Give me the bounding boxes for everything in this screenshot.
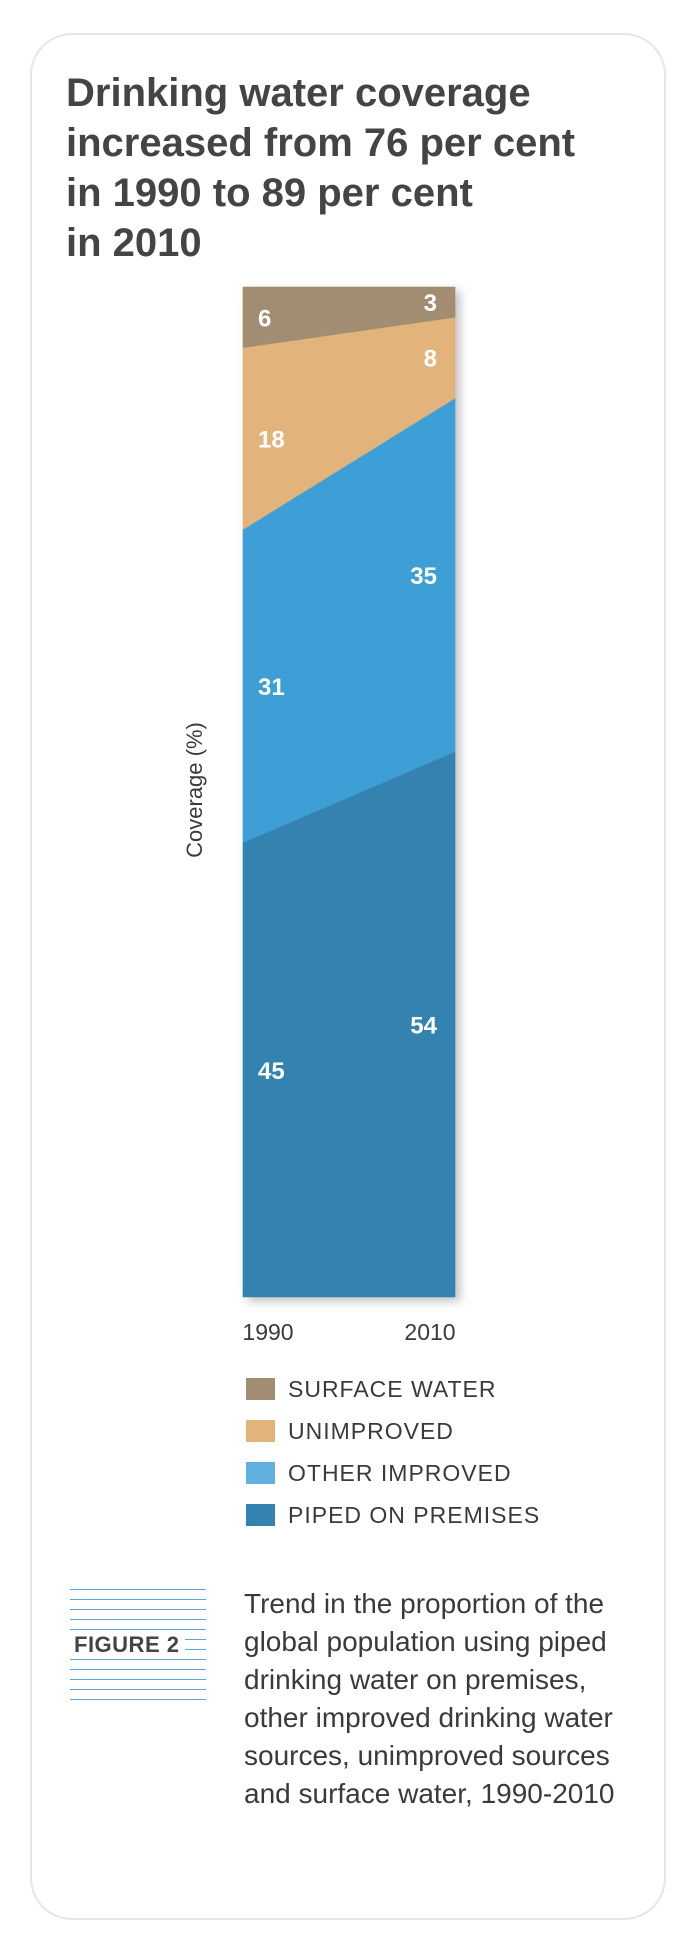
data-label-surface-water-1990: 6	[258, 305, 271, 332]
area-surface-water	[242, 286, 456, 348]
figure-label-rule	[70, 1689, 206, 1690]
legend-item-piped-on-premises: PIPED ON PREMISES	[246, 1494, 540, 1536]
data-label-piped-on-premises-2010: 54	[410, 1012, 437, 1039]
figure-label-rule	[70, 1599, 206, 1600]
x-tick-2010: 2010	[404, 1319, 455, 1345]
figure-label-rule	[70, 1659, 206, 1660]
legend-label-piped-on-premises: PIPED ON PREMISES	[288, 1501, 541, 1528]
figure-label-rule	[70, 1629, 206, 1630]
legend-swatch-other-improved	[246, 1462, 275, 1484]
legend-label-other-improved: OTHER IMPROVED	[288, 1459, 512, 1486]
legend-swatch-surface-water	[246, 1378, 275, 1400]
figure-label-rule	[70, 1699, 206, 1700]
legend: SURFACE WATER UNIMPROVED OTHER IMPROVED PIP…	[246, 1368, 540, 1536]
figure-caption: Trend in the proportion of the global po…	[244, 1588, 615, 1809]
legend-swatch-piped-on-premises	[246, 1504, 275, 1526]
data-label-piped-on-premises-1990: 45	[258, 1058, 285, 1085]
figure-label-rule	[70, 1619, 206, 1620]
data-label-unimproved-2010: 8	[424, 346, 437, 373]
data-label-unimproved-1990: 18	[258, 427, 285, 454]
figure-label: FIGURE 2	[68, 1632, 186, 1658]
figure-label-rule	[70, 1669, 206, 1670]
figure-label-rule	[70, 1589, 206, 1590]
data-label-other-improved-2010: 35	[410, 563, 437, 590]
x-tick-1990: 1990	[242, 1319, 293, 1345]
figure-label-rule	[70, 1609, 206, 1610]
legend-label-surface-water: SURFACE WATER	[288, 1375, 497, 1402]
stacked-area-chart: 45 54 31 35 18 8 6 3 1990 2010	[242, 286, 456, 1345]
legend-item-unimproved: UNIMPROVED	[246, 1410, 540, 1452]
legend-item-surface-water: SURFACE WATER	[246, 1368, 540, 1410]
data-label-other-improved-1990: 31	[258, 674, 285, 701]
legend-swatch-unimproved	[246, 1420, 275, 1442]
legend-label-unimproved: UNIMPROVED	[288, 1417, 454, 1444]
figure-label-rule	[70, 1679, 206, 1680]
legend-item-other-improved: OTHER IMPROVED	[246, 1452, 540, 1494]
chart-title: Drinking water coverage increased from 7…	[66, 71, 576, 265]
data-label-surface-water-2010: 3	[424, 290, 437, 317]
